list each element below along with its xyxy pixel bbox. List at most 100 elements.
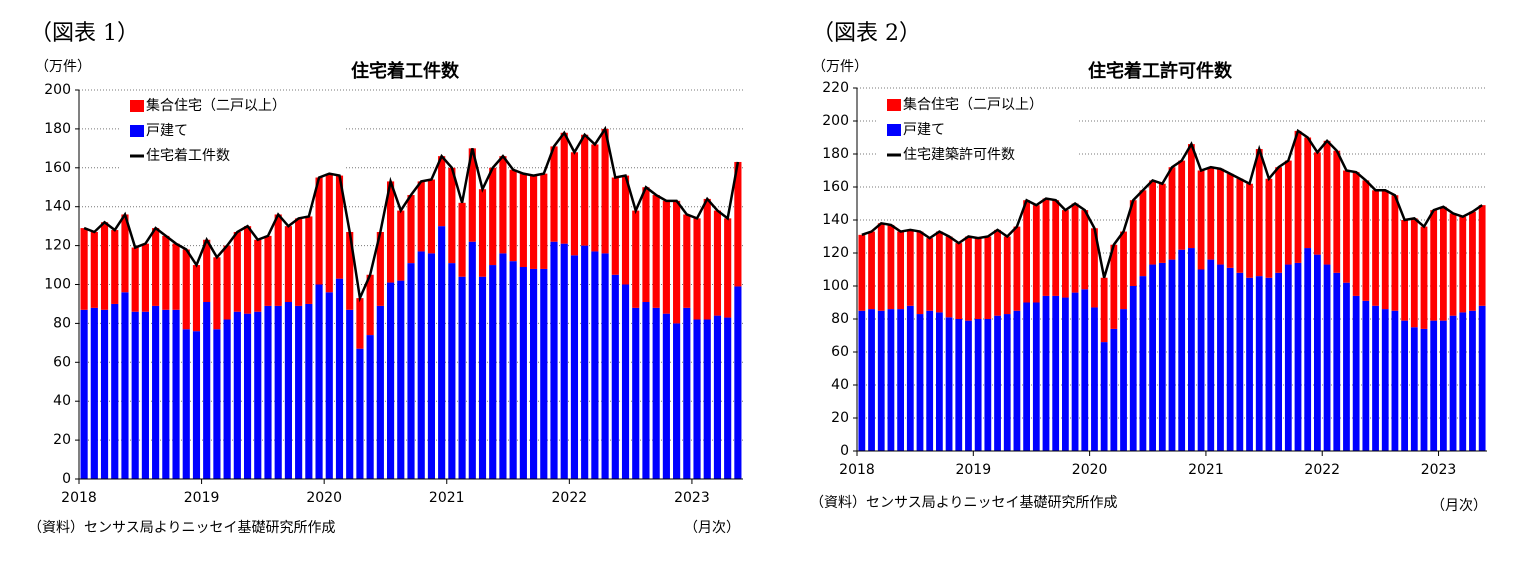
bar-segment: [540, 268, 548, 479]
bar-segment: [994, 315, 1001, 451]
bar-segment: [305, 303, 313, 479]
line: [83, 125, 740, 303]
bar-segment: [325, 292, 333, 479]
legend-label: 集合住宅（二戸以上）: [903, 96, 1043, 113]
bar-segment: [1168, 167, 1176, 260]
y-tick-label: 220: [822, 80, 849, 96]
bar-segment: [1061, 297, 1069, 451]
bar-segment: [407, 195, 415, 264]
bar-segment: [1352, 172, 1360, 296]
bar-segment: [683, 307, 691, 479]
legend-swatch: [130, 100, 144, 112]
bar-segment: [1304, 137, 1312, 249]
y-tick-label: 160: [822, 179, 849, 195]
bar-segment: [346, 231, 354, 310]
bar-segment: [550, 146, 558, 242]
y-tick-label: 120: [44, 238, 71, 254]
bar-segment: [1003, 236, 1011, 315]
bar-segment: [356, 298, 364, 349]
legend-label: 戸建て: [146, 123, 188, 139]
bar-segment: [1246, 277, 1253, 451]
bar-segment: [1032, 205, 1040, 303]
bar-segment: [295, 218, 303, 306]
bar-segment: [243, 226, 252, 314]
bar-segment: [662, 200, 670, 314]
bar-segment: [1052, 200, 1060, 296]
bar-segment: [438, 226, 446, 479]
bar-segment: [448, 263, 456, 479]
bar-segment: [80, 228, 88, 310]
bar-segment: [1236, 272, 1244, 451]
y-tick-label: 120: [822, 245, 849, 261]
y-tick-label: 200: [44, 82, 71, 98]
bar-segment: [264, 305, 272, 479]
bar-segment: [611, 274, 619, 479]
bar-segment: [601, 128, 609, 254]
bar-segment: [1323, 140, 1331, 265]
bar-segment: [877, 223, 885, 311]
bar-segment: [489, 265, 497, 479]
bar-segment: [223, 245, 231, 320]
bar-segment: [1275, 272, 1283, 451]
legend-label: 住宅着工件数: [146, 148, 230, 164]
bar-segment: [254, 311, 262, 479]
bar-segment: [591, 251, 599, 479]
bar-segment: [162, 309, 170, 479]
bar-segment: [489, 167, 497, 266]
y-tick-label: 40: [831, 377, 849, 393]
bar-segment: [868, 309, 875, 451]
bar-segment: [1226, 267, 1234, 451]
bar-segment: [611, 177, 619, 275]
y-tick-label: 140: [44, 199, 71, 215]
bar-segment: [366, 274, 374, 336]
y-tick-label: 0: [62, 471, 71, 487]
bar-segment: [652, 307, 660, 479]
bar-segment: [1081, 210, 1089, 290]
bar-segment: [1013, 310, 1021, 451]
bar-segment: [703, 319, 711, 479]
bar-segment: [984, 319, 992, 451]
y-tick-label: 80: [831, 311, 849, 327]
bar-segment: [916, 231, 924, 315]
legend-swatch: [887, 99, 901, 111]
bar-segment: [438, 156, 446, 227]
x-tick-label: 2022: [1304, 462, 1340, 478]
legend-label: 集合住宅（二戸以上）: [146, 97, 286, 114]
bar-segment: [1071, 292, 1079, 451]
bar-segment: [162, 235, 170, 310]
bar-segment: [203, 302, 211, 479]
bar-segment: [233, 311, 241, 479]
bar-segment: [1478, 205, 1486, 306]
x-unit: （月次）: [684, 520, 740, 536]
x-tick-label: 2021: [429, 490, 465, 506]
bar-segment: [713, 210, 722, 316]
x-tick-label: 2020: [306, 490, 342, 506]
bar-segment: [724, 218, 732, 318]
y-tick-label: 20: [53, 432, 71, 448]
y-tick-label: 180: [44, 121, 71, 137]
bar-segment: [254, 239, 262, 312]
bar-segment: [632, 210, 640, 308]
bar-segment: [560, 243, 568, 479]
bar-segment: [1469, 310, 1476, 451]
bar-segment: [621, 284, 630, 479]
bar-segment: [1129, 286, 1137, 451]
bar-segment: [131, 247, 139, 312]
bar-segment: [1120, 309, 1127, 451]
bar-segment: [1100, 277, 1108, 343]
bar-segment: [182, 329, 190, 479]
bar-segment: [386, 181, 395, 283]
bar-segment: [652, 195, 660, 308]
bar-segment: [417, 181, 425, 252]
bar-segment: [80, 309, 88, 479]
bar-segment: [346, 309, 354, 479]
bar-segment: [642, 302, 650, 479]
bar-segment: [335, 278, 344, 479]
bar-segment: [591, 144, 599, 252]
bar-segment: [284, 302, 292, 479]
bar-segment: [1023, 302, 1031, 451]
bar-segment: [994, 229, 1001, 316]
y-tick-label: 100: [822, 278, 849, 294]
bar-segment: [868, 231, 875, 310]
y-tick-label: 20: [831, 410, 849, 426]
